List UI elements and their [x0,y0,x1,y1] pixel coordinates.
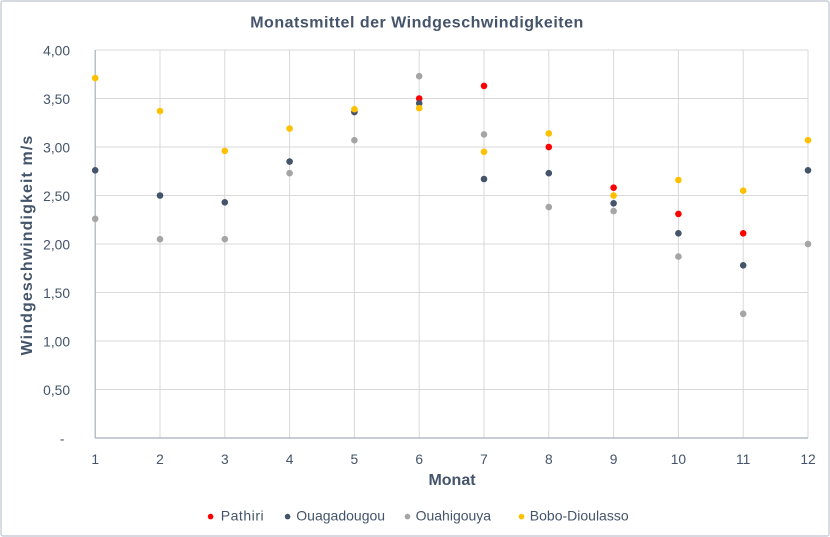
svg-text:12: 12 [800,452,815,467]
svg-text:-: - [60,431,65,446]
svg-text:5: 5 [351,452,359,467]
svg-text:3,50: 3,50 [43,92,70,107]
svg-text:Ouagadougou: Ouagadougou [296,508,385,524]
svg-text:8: 8 [545,452,553,467]
svg-text:1,00: 1,00 [43,335,70,350]
svg-text:Bobo-Dioulasso: Bobo-Dioulasso [530,508,629,524]
svg-text:2,00: 2,00 [43,238,70,253]
svg-text:3,00: 3,00 [43,141,70,156]
svg-text:4,00: 4,00 [43,44,70,59]
svg-text:7: 7 [480,452,488,467]
svg-text:2,50: 2,50 [43,189,70,204]
svg-text:11: 11 [736,452,750,467]
svg-text:2: 2 [156,452,164,467]
svg-text:6: 6 [415,452,423,467]
svg-text:Monat: Monat [428,472,476,489]
svg-text:Windgeschwindigkeit m/s: Windgeschwindigkeit m/s [19,135,36,356]
svg-text:1,50: 1,50 [43,286,70,301]
svg-text:3: 3 [221,452,229,467]
svg-text:10: 10 [671,452,687,467]
svg-text:4: 4 [286,452,294,467]
svg-text:Ouahigouya: Ouahigouya [416,508,492,524]
svg-text:0,50: 0,50 [43,383,70,398]
svg-text:Pathiri: Pathiri [221,508,265,524]
svg-text:9: 9 [610,452,618,467]
svg-text:Monatsmittel der Windgeschwind: Monatsmittel der Windgeschwindigkeiten [250,15,584,32]
svg-text:1: 1 [91,452,99,467]
